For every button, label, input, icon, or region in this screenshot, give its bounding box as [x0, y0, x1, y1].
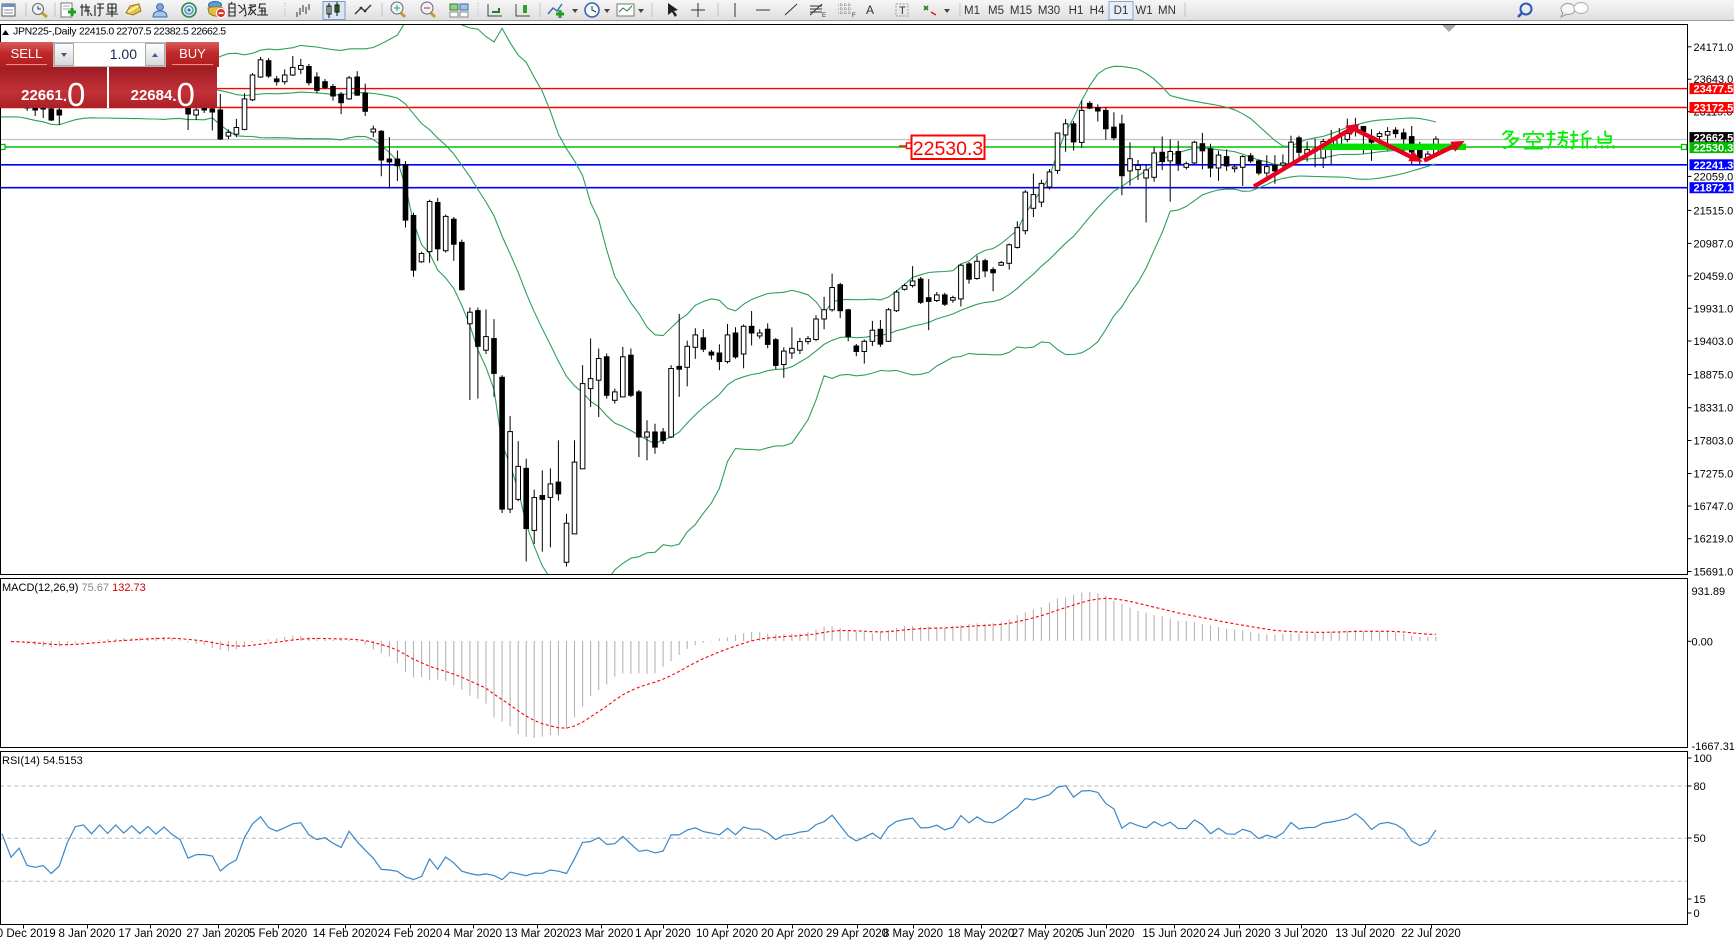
svg-text:23477.5: 23477.5 — [1694, 84, 1734, 96]
svg-text:0.00: 0.00 — [1692, 636, 1713, 648]
svg-text:H4: H4 — [1090, 5, 1105, 17]
svg-text:24171.0: 24171.0 — [1694, 42, 1734, 54]
svg-text:20987.0: 20987.0 — [1694, 238, 1734, 250]
svg-text:16219.0: 16219.0 — [1694, 534, 1734, 546]
svg-text:30 Dec 2019: 30 Dec 2019 — [0, 928, 56, 940]
svg-text:W1: W1 — [1135, 5, 1152, 17]
svg-text:4 Mar 2020: 4 Mar 2020 — [444, 928, 502, 940]
svg-text:21872.1: 21872.1 — [1694, 183, 1734, 195]
svg-text:8 Jan 2020: 8 Jan 2020 — [59, 928, 116, 940]
svg-text:MN: MN — [1158, 5, 1176, 17]
svg-text:80: 80 — [1694, 781, 1706, 793]
svg-text:22 Jul 2020: 22 Jul 2020 — [1401, 928, 1460, 940]
svg-text:17803.0: 17803.0 — [1694, 436, 1734, 448]
svg-text:15 Jun 2020: 15 Jun 2020 — [1142, 928, 1205, 940]
svg-text:H1: H1 — [1069, 5, 1084, 17]
svg-text:10 Apr 2020: 10 Apr 2020 — [696, 928, 758, 940]
svg-text:24 Jun 2020: 24 Jun 2020 — [1207, 928, 1270, 940]
svg-text:1 Apr 2020: 1 Apr 2020 — [635, 928, 691, 940]
svg-text:15691.0: 15691.0 — [1694, 567, 1734, 579]
svg-text:17275.0: 17275.0 — [1694, 469, 1734, 481]
svg-text:22059.0: 22059.0 — [1694, 171, 1734, 183]
svg-text:20 Apr 2020: 20 Apr 2020 — [761, 928, 823, 940]
svg-text:19931.0: 19931.0 — [1694, 303, 1734, 315]
svg-text:22530.3: 22530.3 — [1694, 143, 1734, 155]
svg-text:3 Jul 2020: 3 Jul 2020 — [1274, 928, 1327, 940]
svg-text:-1667.31: -1667.31 — [1692, 741, 1734, 753]
svg-text:27 May 2020: 27 May 2020 — [1012, 928, 1079, 940]
svg-text:14 Feb 2020: 14 Feb 2020 — [313, 928, 378, 940]
svg-text:0: 0 — [1694, 908, 1700, 920]
svg-text:M5: M5 — [988, 5, 1004, 17]
svg-text:15: 15 — [1694, 894, 1706, 906]
svg-text:931.89: 931.89 — [1692, 586, 1726, 598]
svg-text:18 May 2020: 18 May 2020 — [948, 928, 1015, 940]
svg-text:M30: M30 — [1038, 5, 1060, 17]
svg-text:22415.0 22707.5 22382.5 22662.: 22415.0 22707.5 22382.5 22662.5 — [79, 26, 226, 38]
svg-text:MACD(12,26,9) 75.67 132.73: MACD(12,26,9) 75.67 132.73 — [2, 582, 146, 594]
svg-text:M15: M15 — [1010, 5, 1032, 17]
svg-text:20459.0: 20459.0 — [1694, 271, 1734, 283]
svg-text:23 Mar 2020: 23 Mar 2020 — [569, 928, 634, 940]
svg-text:F: F — [852, 13, 856, 19]
svg-text:13 Jul 2020: 13 Jul 2020 — [1335, 928, 1394, 940]
svg-text:16747.0: 16747.0 — [1694, 501, 1734, 513]
svg-text:27 Jan 2020: 27 Jan 2020 — [186, 928, 249, 940]
svg-text:D1: D1 — [1114, 5, 1129, 17]
svg-text:18331.0: 18331.0 — [1694, 403, 1734, 415]
svg-text:M1: M1 — [964, 5, 980, 17]
svg-text:29 Apr 2020: 29 Apr 2020 — [826, 928, 888, 940]
svg-text:50: 50 — [1694, 833, 1706, 845]
svg-text:100: 100 — [1694, 753, 1712, 765]
svg-text:A: A — [866, 3, 874, 17]
svg-text:23172.5: 23172.5 — [1694, 103, 1734, 115]
svg-text:5 Jun 2020: 5 Jun 2020 — [1078, 928, 1135, 940]
svg-text:8 May 2020: 8 May 2020 — [883, 928, 943, 940]
svg-text:5 Feb 2020: 5 Feb 2020 — [249, 928, 307, 940]
svg-text:T: T — [899, 5, 906, 17]
svg-text:RSI(14) 54.5153: RSI(14) 54.5153 — [2, 755, 83, 767]
svg-text:17 Jan 2020: 17 Jan 2020 — [118, 928, 181, 940]
svg-text:21515.0: 21515.0 — [1694, 205, 1734, 217]
svg-text:E: E — [822, 13, 826, 19]
svg-text:JPN225-,Daily: JPN225-,Daily — [13, 26, 77, 38]
svg-text:18875.0: 18875.0 — [1694, 370, 1734, 382]
svg-text:13 Mar 2020: 13 Mar 2020 — [505, 928, 570, 940]
svg-text:22241.3: 22241.3 — [1694, 160, 1734, 172]
svg-text:19403.0: 19403.0 — [1694, 336, 1734, 348]
svg-text:24 Feb 2020: 24 Feb 2020 — [378, 928, 443, 940]
svg-text:22530.3: 22530.3 — [913, 138, 984, 160]
